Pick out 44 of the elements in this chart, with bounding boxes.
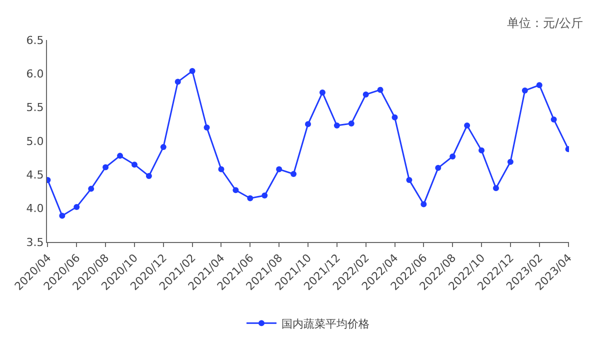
- point: [406, 177, 412, 184]
- point: [88, 186, 94, 192]
- point: [59, 212, 66, 219]
- point: [507, 158, 514, 165]
- point: [522, 88, 528, 94]
- point: [464, 122, 470, 129]
- point: [204, 124, 210, 131]
- y-tick-label: 6.5: [26, 34, 44, 47]
- point: [117, 152, 124, 159]
- point: [146, 173, 152, 180]
- point: [492, 185, 499, 192]
- point: [160, 144, 166, 150]
- point: [348, 120, 354, 126]
- y-tick-label: 5.0: [26, 134, 44, 148]
- y-tick-label: 4.5: [26, 168, 44, 182]
- legend-label: 国内蔬菜平均价格: [282, 317, 370, 330]
- point: [550, 116, 557, 122]
- point: [377, 86, 384, 93]
- point: [450, 153, 456, 160]
- point: [276, 166, 282, 172]
- y-tick-label: 3.5: [26, 236, 44, 249]
- point: [435, 164, 442, 171]
- point: [420, 201, 427, 208]
- y-tick-label: 5.5: [26, 101, 44, 114]
- point: [290, 170, 297, 177]
- point: [362, 92, 369, 98]
- y-tick-label: 4.0: [26, 202, 44, 216]
- y-tick-label: 6.0: [26, 68, 44, 81]
- point: [174, 78, 181, 85]
- point: [392, 114, 398, 120]
- text: 单位：元/公斤: [507, 16, 584, 30]
- point: [189, 68, 196, 74]
- point: [334, 122, 340, 129]
- point: [319, 90, 326, 96]
- point: [232, 187, 239, 194]
- point: [218, 166, 224, 172]
- point: [247, 195, 254, 202]
- point: [478, 147, 485, 154]
- point: [74, 204, 80, 210]
- point: [102, 164, 109, 170]
- point: [536, 82, 542, 88]
- point: [262, 192, 268, 199]
- point: [131, 162, 138, 168]
- point: [305, 121, 311, 128]
